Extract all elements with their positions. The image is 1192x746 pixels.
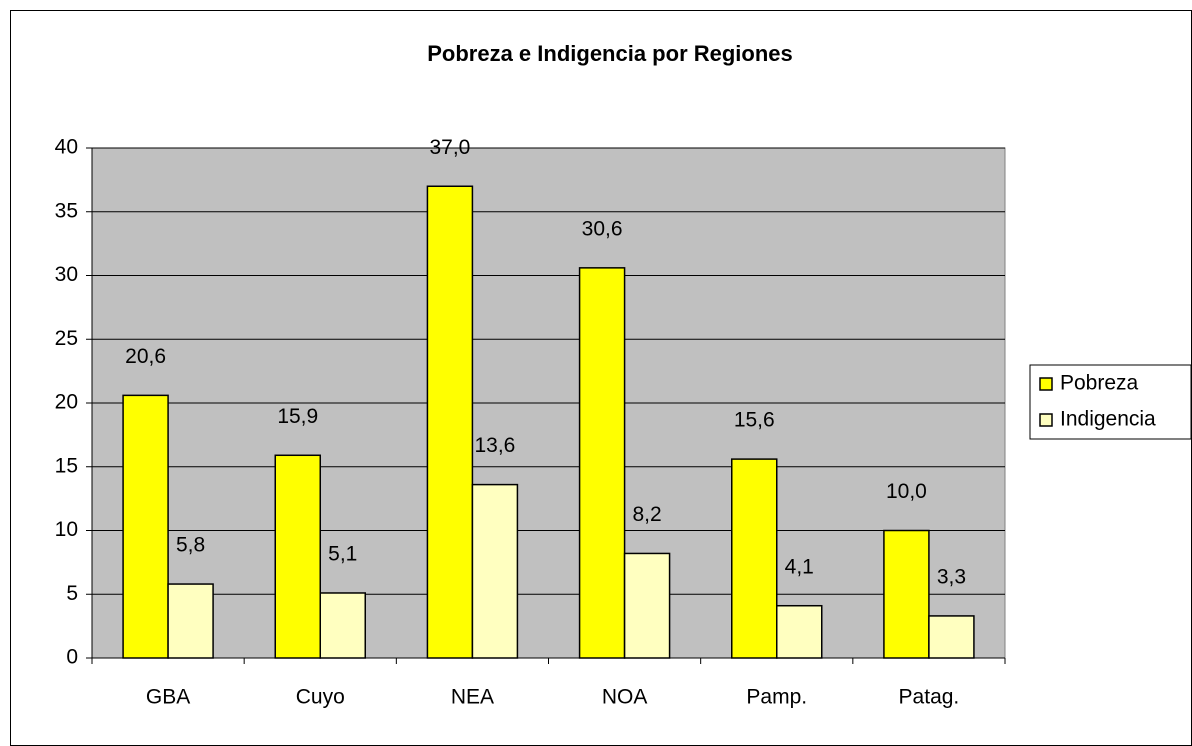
x-tick-label: GBA: [146, 686, 190, 709]
value-label: 5,1: [328, 543, 357, 566]
x-tick-label: Patag.: [899, 686, 960, 709]
value-label: 15,9: [277, 405, 318, 428]
x-tick-label: NOA: [602, 686, 648, 709]
legend-label: Indigencia: [1060, 408, 1156, 431]
legend-swatch: [1039, 377, 1053, 391]
value-label: 5,8: [176, 534, 205, 557]
x-tick-label: Cuyo: [296, 686, 345, 709]
y-tick-label: 40: [55, 136, 78, 159]
bar: [167, 583, 214, 659]
value-label: 8,2: [632, 503, 661, 526]
y-tick-label: 0: [66, 646, 78, 669]
y-tick-label: 25: [55, 327, 78, 350]
legend-label: Pobreza: [1060, 372, 1139, 395]
bar: [731, 458, 778, 659]
y-tick-label: 15: [55, 454, 78, 477]
bar: [928, 615, 975, 659]
y-tick-label: 5: [66, 582, 78, 605]
x-tick-label: Pamp.: [746, 686, 807, 709]
y-tick-label: 35: [55, 199, 78, 222]
value-label: 3,3: [937, 565, 966, 588]
y-tick-label: 10: [55, 518, 78, 541]
bar: [319, 592, 366, 659]
bar: [623, 552, 671, 659]
value-label: 30,6: [582, 217, 623, 240]
bar: [122, 394, 169, 659]
bar: [471, 483, 519, 659]
chart-title: Pobreza e Indigencia por Regiones: [427, 41, 793, 66]
legend-swatch: [1039, 413, 1053, 427]
legend-box: [1029, 364, 1192, 440]
bar: [776, 604, 823, 659]
value-label: 20,6: [125, 345, 166, 368]
value-label: 4,1: [785, 555, 814, 578]
value-label: 15,6: [734, 409, 775, 432]
bar: [883, 529, 930, 659]
y-tick-label: 30: [55, 263, 78, 286]
value-label: 37,0: [429, 136, 470, 159]
bar: [578, 267, 626, 659]
value-label: 13,6: [474, 434, 515, 457]
value-label: 10,0: [886, 480, 927, 503]
x-tick-label: NEA: [451, 686, 494, 709]
bar: [426, 185, 474, 659]
bar: [274, 454, 321, 659]
y-tick-label: 20: [55, 391, 78, 414]
